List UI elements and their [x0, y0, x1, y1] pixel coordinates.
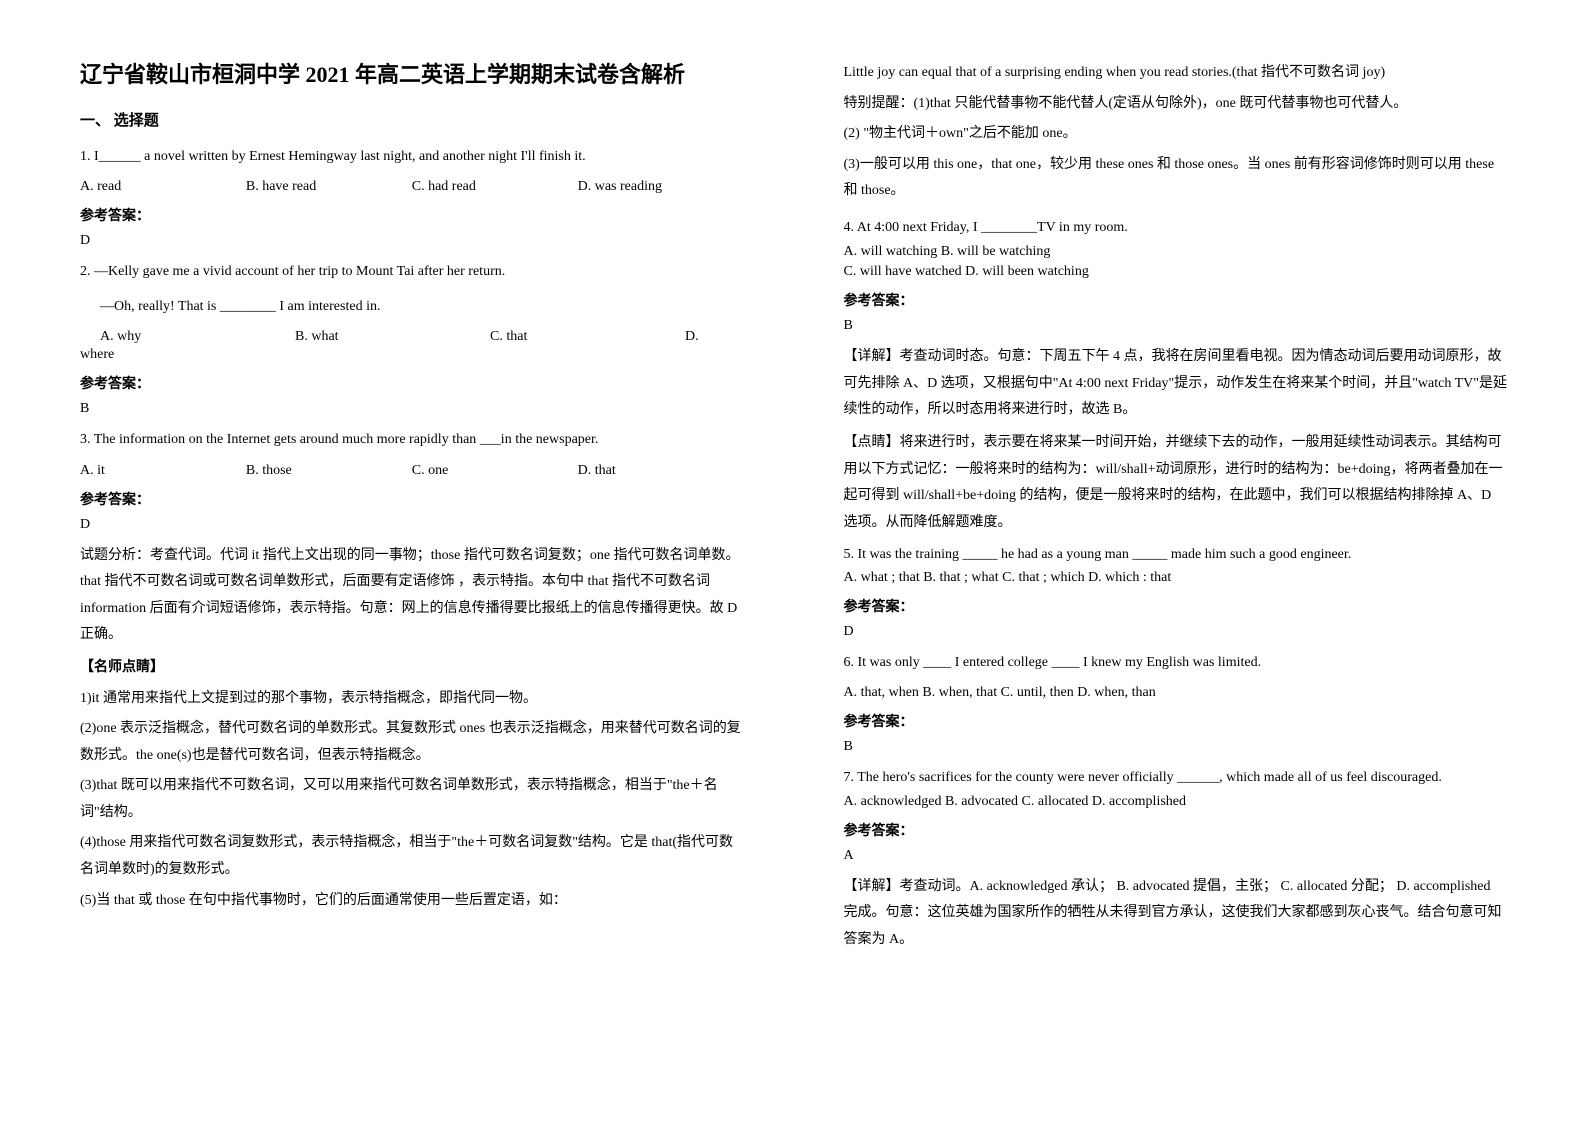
q4-exp1: 【详解】考查动词时态。句意：下周五下午 4 点，我将在房间里看电视。因为情态动词… [844, 344, 1508, 424]
q3-tip2: (2)one 表示泛指概念，替代可数名词的单数形式。其复数形式 ones 也表示… [80, 716, 744, 769]
q7-exp: 【详解】考查动词。A. acknowledged 承认； B. advocate… [844, 874, 1508, 954]
q2-stem1: 2. —Kelly gave me a vivid account of her… [80, 259, 744, 284]
q4-ans: B [844, 318, 1508, 334]
q2-opt-d-pre: D. [685, 329, 744, 345]
q6-ans: B [844, 739, 1508, 755]
q3-ans: D [80, 517, 744, 533]
r4: (3)一般可以用 this one，that one，较少用 these one… [844, 152, 1508, 205]
q2-ans: B [80, 401, 744, 417]
q4-exp2: 【点睛】将来进行时，表示要在将来某一时间开始，并继续下去的动作，一般用延续性动词… [844, 430, 1508, 536]
q2-ans-label: 参考答案： [80, 373, 744, 393]
q1-options: A. read B. have read C. had read D. was … [80, 179, 744, 195]
r2: 特别提醒：(1)that 只能代替事物不能代替人(定语从句除外)，one 既可代… [844, 91, 1508, 118]
q5-ans: D [844, 624, 1508, 640]
q6-stem: 6. It was only ____ I entered college __… [844, 650, 1508, 675]
r3: (2) "物主代词＋own"之后不能加 one。 [844, 121, 1508, 148]
q5-stem: 5. It was the training _____ he had as a… [844, 542, 1508, 567]
q4-cd: C. will have watched D. will been watchi… [844, 264, 1508, 280]
q3-exp1: 试题分析：考查代词。代词 it 指代上文出现的同一事物；those 指代可数名词… [80, 543, 744, 649]
q7-ans: A [844, 848, 1508, 864]
q6-opts: A. that, when B. when, that C. until, th… [844, 685, 1508, 701]
q5-ans-label: 参考答案： [844, 596, 1508, 616]
q2-opt-d: where [80, 347, 744, 363]
q3-tip1: 1)it 通常用来指代上文提到过的那个事物，表示特指概念，即指代同一物。 [80, 686, 744, 713]
q2-opt-b: B. what [295, 329, 490, 345]
q3-opt-d: D. that [578, 463, 744, 479]
q3-tip3: (3)that 既可以用来指代不可数名词，又可以用来指代可数名词单数形式，表示特… [80, 773, 744, 826]
q7-ans-label: 参考答案： [844, 820, 1508, 840]
q1-opt-b: B. have read [246, 179, 412, 195]
q1-ans-label: 参考答案： [80, 205, 744, 225]
q3-opt-a: A. it [80, 463, 246, 479]
q3-options: A. it B. those C. one D. that [80, 463, 744, 479]
q2-options: A. why B. what C. that D. [80, 329, 744, 345]
section-header: 一、 选择题 [80, 109, 744, 130]
q4-stem: 4. At 4:00 next Friday, I ________TV in … [844, 215, 1508, 240]
q1-opt-d: D. was reading [578, 179, 744, 195]
q4-ab: A. will watching B. will be watching [844, 244, 1508, 260]
q3-opt-b: B. those [246, 463, 412, 479]
q2-stem2: —Oh, really! That is ________ I am inter… [80, 294, 744, 319]
q7-stem: 7. The hero's sacrifices for the county … [844, 765, 1508, 790]
q5-opts: A. what ; that B. that ; what C. that ; … [844, 570, 1508, 586]
right-column: Little joy can equal that of a surprisin… [794, 0, 1587, 1122]
q1-opt-a: A. read [80, 179, 246, 195]
q3-tip5: (5)当 that 或 those 在句中指代事物时，它们的后面通常使用一些后置… [80, 888, 744, 915]
q1-ans: D [80, 233, 744, 249]
q7-opts: A. acknowledged B. advocated C. allocate… [844, 794, 1508, 810]
q2-opt-a: A. why [80, 329, 295, 345]
q3-tip4: (4)those 用来指代可数名词复数形式，表示特指概念，相当于"the＋可数名… [80, 830, 744, 883]
left-column: 辽宁省鞍山市桓洞中学 2021 年高二英语上学期期末试卷含解析 一、 选择题 1… [0, 0, 794, 1122]
r1: Little joy can equal that of a surprisin… [844, 60, 1508, 87]
q2-opt-c: C. that [490, 329, 685, 345]
q3-tip-title: 【名师点睛】 [80, 655, 744, 682]
q3-stem: 3. The information on the Internet gets … [80, 427, 744, 452]
q6-ans-label: 参考答案： [844, 711, 1508, 731]
doc-title: 辽宁省鞍山市桓洞中学 2021 年高二英语上学期期末试卷含解析 [80, 60, 744, 91]
q3-ans-label: 参考答案： [80, 489, 744, 509]
q4-ans-label: 参考答案： [844, 290, 1508, 310]
q1-opt-c: C. had read [412, 179, 578, 195]
q1-stem: 1. I______ a novel written by Ernest Hem… [80, 144, 744, 169]
q3-opt-c: C. one [412, 463, 578, 479]
